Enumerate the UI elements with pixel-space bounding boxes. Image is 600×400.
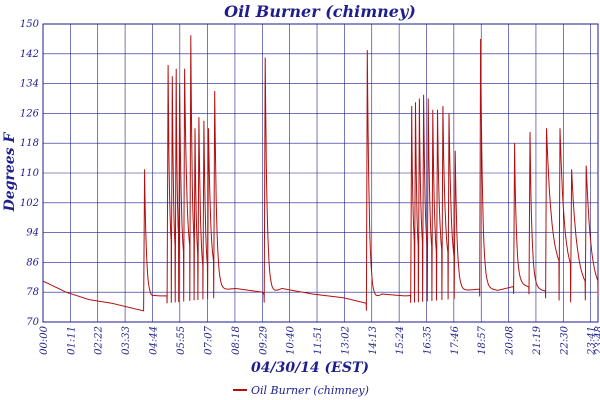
x-tick-label: 17:46	[450, 325, 461, 354]
x-tick-label: 09:29	[258, 325, 269, 354]
x-tick-label: 00:00	[39, 325, 50, 354]
legend-label: Oil Burner (chimney)	[251, 384, 369, 397]
x-tick-label: 05:55	[176, 326, 187, 355]
y-tick-label: 94	[26, 228, 39, 239]
x-tick-label: 01:11	[66, 326, 77, 355]
x-tick-label: 20:08	[505, 326, 516, 356]
series-layer	[42, 35, 599, 312]
x-tick-label: 10:40	[286, 325, 297, 354]
x-tick-label: 21:19	[532, 325, 543, 355]
y-tick-label: 134	[20, 79, 39, 90]
x-tick-label: 11:51	[313, 326, 324, 355]
x-tick-label: 18:57	[477, 325, 488, 354]
y-tick-label: 78	[26, 287, 39, 298]
y-tick-label: 126	[20, 108, 40, 119]
x-tick-label: 23:41	[587, 326, 598, 356]
x-tick-labels: 00:00 01:11 02:22 03:33 04:44 05:55 07:07 08:18…	[39, 325, 600, 355]
x-tick-label: 16:35	[422, 326, 433, 355]
x-tick-label: 14:13	[368, 326, 379, 355]
x-tick-label: 23:48	[594, 326, 600, 356]
y-tick-label: 118	[20, 138, 39, 149]
y-tick-label: 110	[20, 168, 40, 179]
x-tick-label: 04:44	[148, 326, 159, 355]
x-tick-label: 15:24	[395, 326, 406, 355]
y-tick-labels: 70 78 86 94 102 110 118 126 134 142 150	[20, 19, 40, 328]
y-tick-label: 70	[26, 317, 39, 328]
legend: Oil Burner (chimney)	[233, 384, 369, 397]
x-tick-label: 03:33	[121, 326, 132, 355]
x-tick-label: 08:18	[231, 326, 242, 355]
y-tick-label: 150	[20, 19, 40, 30]
x-tick-label: 22:30	[559, 325, 570, 355]
y-tick-label: 86	[26, 257, 39, 268]
x-tick-label: 13:02	[340, 326, 351, 355]
y-tick-label: 142	[20, 49, 39, 60]
y-axis-title: Degrees F	[2, 132, 18, 213]
x-axis-title: 04/30/14 (EST)	[251, 360, 369, 376]
x-tick-label: 07:07	[204, 325, 215, 354]
y-tick-label: 102	[20, 198, 39, 209]
chart-title: Oil Burner (chimney)	[224, 2, 416, 21]
x-tick-label: 02:22	[94, 326, 105, 355]
grid-lines	[42, 23, 598, 323]
series-line	[42, 35, 599, 312]
